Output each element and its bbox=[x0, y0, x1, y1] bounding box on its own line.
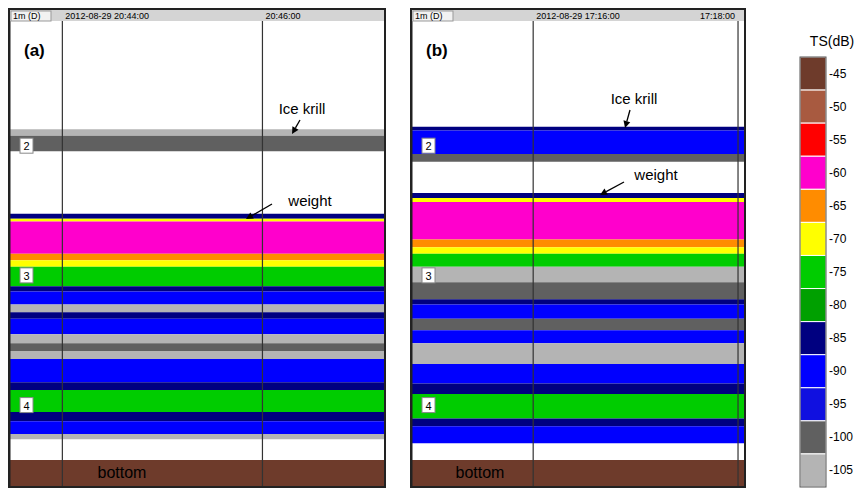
svg-text:2012-08-29 17:16:00: 2012-08-29 17:16:00 bbox=[536, 11, 620, 21]
svg-text:weight: weight bbox=[633, 166, 678, 183]
svg-text:1m (D): 1m (D) bbox=[13, 11, 41, 21]
svg-text:Ice krill: Ice krill bbox=[611, 90, 658, 107]
svg-text:-60: -60 bbox=[829, 166, 847, 180]
svg-text:-85: -85 bbox=[829, 331, 847, 345]
svg-text:bottom: bottom bbox=[98, 464, 147, 481]
svg-text:20:46:00: 20:46:00 bbox=[265, 11, 300, 21]
svg-text:2: 2 bbox=[425, 140, 431, 152]
svg-text:17:18:00: 17:18:00 bbox=[700, 11, 735, 21]
svg-text:bottom: bottom bbox=[456, 464, 505, 481]
svg-text:-100: -100 bbox=[829, 430, 853, 444]
svg-text:(a): (a) bbox=[24, 41, 45, 60]
svg-text:3: 3 bbox=[425, 270, 431, 282]
svg-text:-70: -70 bbox=[829, 232, 847, 246]
svg-text:-45: -45 bbox=[829, 67, 847, 81]
svg-text:3: 3 bbox=[23, 270, 29, 282]
svg-text:-50: -50 bbox=[829, 100, 847, 114]
svg-text:-90: -90 bbox=[829, 364, 847, 378]
svg-text:2012-08-29 20:44:00: 2012-08-29 20:44:00 bbox=[65, 11, 149, 21]
svg-text:-55: -55 bbox=[829, 133, 847, 147]
svg-text:Ice krill: Ice krill bbox=[279, 100, 326, 117]
svg-text:1m (D): 1m (D) bbox=[415, 11, 443, 21]
svg-text:-65: -65 bbox=[829, 199, 847, 213]
svg-text:TS(dB): TS(dB) bbox=[810, 33, 854, 49]
svg-text:2: 2 bbox=[23, 140, 29, 152]
svg-text:weight: weight bbox=[287, 192, 332, 209]
svg-text:4: 4 bbox=[23, 400, 29, 412]
svg-text:-105: -105 bbox=[829, 463, 853, 477]
svg-text:-80: -80 bbox=[829, 298, 847, 312]
svg-text:(b): (b) bbox=[426, 41, 448, 60]
svg-text:-75: -75 bbox=[829, 265, 847, 279]
svg-text:4: 4 bbox=[425, 400, 431, 412]
svg-text:-95: -95 bbox=[829, 397, 847, 411]
